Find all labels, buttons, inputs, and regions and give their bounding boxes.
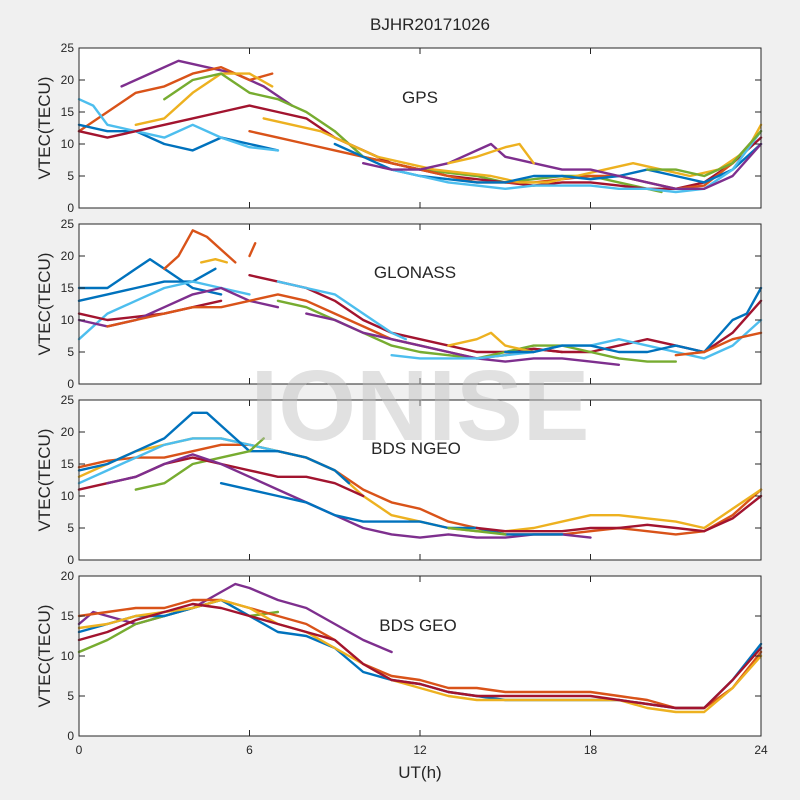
series-line-4 — [77, 598, 763, 714]
y-tick-label: 5 — [67, 521, 74, 535]
y-tick-label: 0 — [67, 729, 74, 743]
series-line-3 — [200, 258, 228, 264]
series-line-6 — [106, 453, 592, 539]
y-tick-label: 25 — [61, 393, 75, 407]
series-line-15 — [504, 286, 763, 354]
series-line-16 — [674, 331, 763, 357]
x-tick-label: 18 — [584, 743, 598, 757]
y-tick-label: 0 — [67, 377, 74, 391]
y-tick-label: 15 — [61, 105, 75, 119]
series-line-1 — [77, 267, 217, 302]
series-line-2 — [77, 437, 280, 485]
panel-1: 0 5 10 15 20 25 VTEC(TECU) GLONASS — [35, 217, 763, 391]
panel-2: 0 5 10 15 20 25 VTEC(TECU) BDS NGEO — [35, 393, 763, 567]
panel-label: GLONASS — [374, 263, 456, 282]
series-line-12 — [305, 312, 621, 366]
x-tick-label: 24 — [754, 743, 768, 757]
series-line-12 — [447, 142, 535, 165]
panel-3: 0 6 12 18 24 0 5 10 15 20 VTEC(TECU) BDS GEO — [35, 569, 768, 757]
y-tick-label: 10 — [61, 649, 75, 663]
series-line-11 — [276, 280, 407, 341]
y-tick-label: 5 — [67, 345, 74, 359]
y-tick-label: 15 — [61, 281, 75, 295]
y-tick-label: 20 — [61, 249, 75, 263]
y-tick-label: 20 — [61, 425, 75, 439]
y-tick-label: 25 — [61, 217, 75, 231]
y-tick-label: 20 — [61, 569, 75, 583]
series-group — [77, 229, 763, 366]
x-tick-label: 0 — [76, 743, 83, 757]
series-line-8 — [262, 117, 763, 184]
x-axis-label: UT(h) — [398, 763, 441, 782]
y-axis-label: VTEC(TECU) — [35, 77, 54, 180]
panel-label: GPS — [402, 88, 438, 107]
series-line-11 — [362, 142, 763, 190]
y-tick-label: 25 — [61, 41, 75, 55]
series-line-2 — [134, 72, 274, 126]
series-line-0 — [77, 582, 393, 654]
series-line-0 — [77, 258, 223, 296]
y-tick-label: 15 — [61, 457, 75, 471]
series-line-2 — [163, 229, 237, 270]
y-axis-label: VTEC(TECU) — [35, 429, 54, 532]
y-tick-label: 15 — [61, 609, 75, 623]
series-line-4 — [248, 242, 257, 258]
y-axis-label: VTEC(TECU) — [35, 605, 54, 708]
y-tick-label: 0 — [67, 201, 74, 215]
y-axis-label: VTEC(TECU) — [35, 253, 54, 356]
series-line-5 — [77, 602, 763, 710]
series-line-14 — [447, 331, 535, 354]
series-line-8 — [475, 494, 763, 533]
panel-label: BDS GEO — [379, 616, 456, 635]
series-group — [77, 411, 763, 539]
y-tick-label: 0 — [67, 553, 74, 567]
y-tick-label: 10 — [61, 313, 75, 327]
series-line-9 — [447, 526, 507, 536]
series-line-0 — [77, 443, 763, 536]
x-tick-label: 12 — [413, 743, 427, 757]
panels: 0 5 10 15 20 25 VTEC(TECU) GPS 0 5 10 15 20 25 VTEC(TE… — [35, 41, 768, 757]
series-line-3 — [77, 411, 351, 485]
plot-area — [79, 400, 761, 560]
figure-title: BJHR20171026 — [370, 15, 490, 34]
panel-label: BDS NGEO — [371, 439, 461, 458]
y-tick-label: 20 — [61, 73, 75, 87]
series-line-3 — [77, 123, 280, 152]
series-line-4 — [77, 98, 280, 152]
series-line-1 — [77, 66, 274, 133]
series-line-0 — [120, 59, 294, 107]
series-line-3 — [77, 598, 763, 710]
watermark: IONISE — [251, 350, 590, 462]
y-tick-label: 10 — [61, 137, 75, 151]
panel-0: 0 5 10 15 20 25 VTEC(TECU) GPS — [35, 41, 763, 215]
y-tick-label: 5 — [67, 169, 74, 183]
series-group — [77, 59, 763, 194]
plot-area — [79, 576, 761, 736]
y-tick-label: 10 — [61, 489, 75, 503]
y-tick-label: 5 — [67, 689, 74, 703]
series-group — [77, 582, 763, 714]
series-line-13 — [646, 130, 763, 178]
x-tick-label: 6 — [246, 743, 253, 757]
